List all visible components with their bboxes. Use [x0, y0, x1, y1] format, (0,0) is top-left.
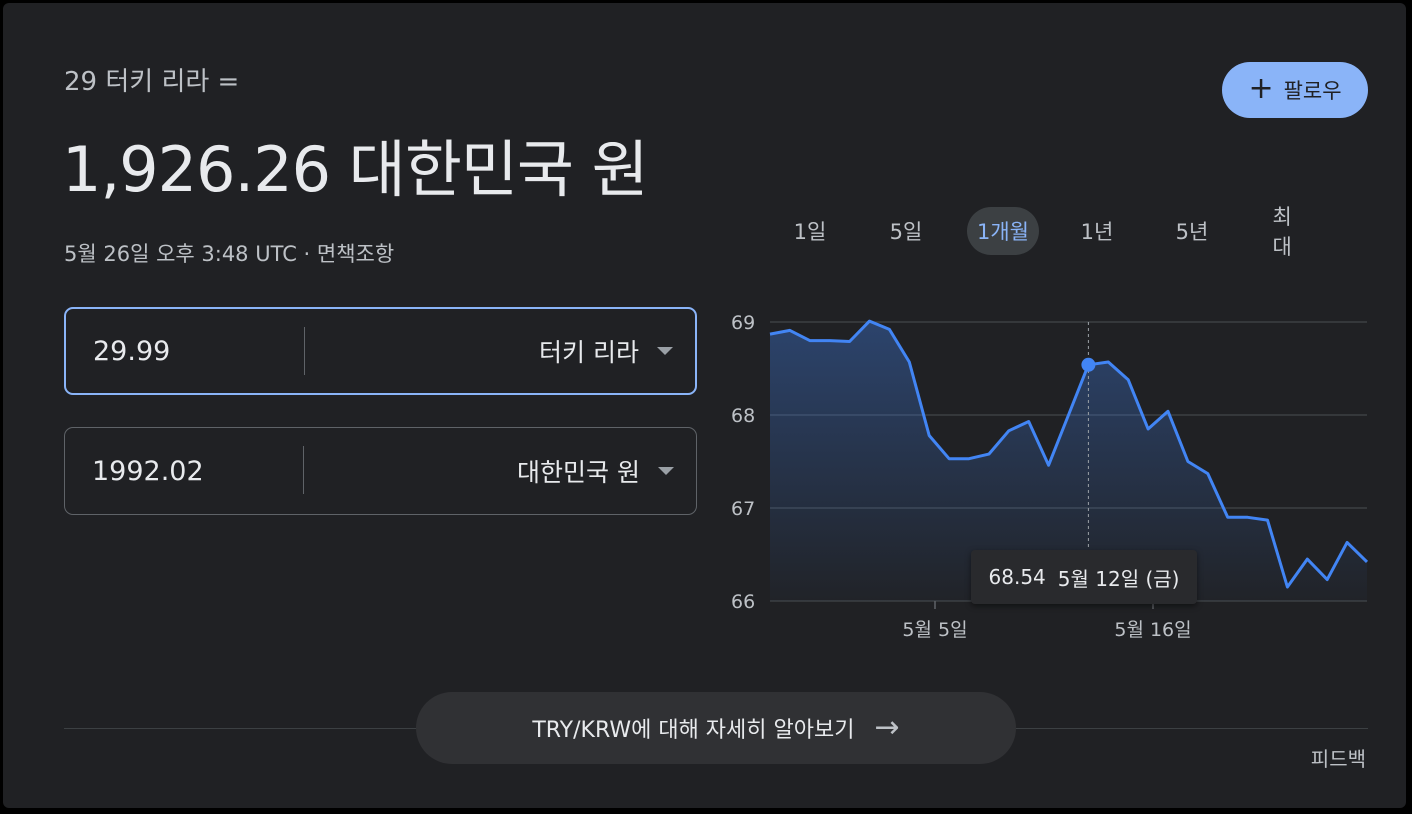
timestamp-disclaimer[interactable]: 5월 26일 오후 3:48 UTC · 면책조항	[64, 242, 395, 266]
tab-5-days[interactable]: 5일	[889, 220, 923, 244]
tooltip-value: 68.54	[988, 565, 1046, 589]
from-currency-label: 터키 리라	[539, 338, 639, 367]
chevron-down-icon	[657, 347, 673, 355]
to-currency-label: 대한민국 원	[517, 458, 640, 487]
input-divider	[303, 446, 304, 494]
learn-more-label: TRY/KRW에 대해 자세히 알아보기	[532, 718, 855, 743]
area-fill	[770, 321, 1367, 601]
tooltip-date: 5월 12일 (금)	[1057, 566, 1180, 591]
feedback-link[interactable]: 피드백	[1310, 747, 1366, 771]
to-currency-select[interactable]: 대한민국 원	[517, 428, 674, 514]
highlight-point	[1081, 357, 1096, 372]
chevron-down-icon	[658, 467, 674, 475]
follow-button[interactable]: + 팔로우	[1222, 62, 1368, 118]
tab-1-day[interactable]: 1일	[793, 220, 827, 244]
input-divider	[304, 327, 305, 375]
follow-button-label: 팔로우	[1283, 79, 1342, 103]
y-tick-label: 69	[731, 312, 755, 334]
from-currency-box[interactable]: 29.99 터키 리라	[64, 307, 697, 395]
y-tick-label: 67	[731, 498, 755, 520]
range-tabs: 1일 5일 1개월 1년 5년 최대	[763, 205, 1333, 259]
converted-value: 1,926.26 대한민국 원	[62, 133, 649, 206]
exchange-rate-chart[interactable]: 69 68 67 66 5월 5일 5월 16일	[3, 3, 1406, 683]
x-tick-label: 5월 16일	[1114, 619, 1191, 641]
tab-5-years[interactable]: 5년	[1175, 220, 1209, 244]
learn-more-button[interactable]: TRY/KRW에 대해 자세히 알아보기 →	[416, 692, 1016, 764]
conversion-subtitle: 29 터키 리라 =	[64, 67, 240, 97]
tab-1-year[interactable]: 1년	[1080, 220, 1114, 244]
from-amount-input[interactable]: 29.99	[93, 335, 171, 367]
y-tick-label: 66	[731, 591, 755, 613]
chart-tooltip: 68.54 5월 12일 (금)	[971, 550, 1197, 604]
y-tick-label: 68	[731, 405, 755, 427]
arrow-right-icon: →	[874, 710, 900, 745]
tab-1-month[interactable]: 1개월	[966, 207, 1040, 255]
to-amount-input[interactable]: 1992.02	[92, 455, 204, 487]
tab-max[interactable]: 최대	[1272, 205, 1292, 259]
currency-converter-card: 29 터키 리라 = 1,926.26 대한민국 원 5월 26일 오후 3:4…	[3, 3, 1406, 808]
series-line	[769, 319, 1369, 589]
to-currency-box[interactable]: 1992.02 대한민국 원	[64, 427, 697, 515]
from-currency-select[interactable]: 터키 리라	[539, 309, 673, 393]
x-tick-label: 5월 5일	[902, 619, 967, 641]
plus-icon: +	[1248, 70, 1274, 106]
